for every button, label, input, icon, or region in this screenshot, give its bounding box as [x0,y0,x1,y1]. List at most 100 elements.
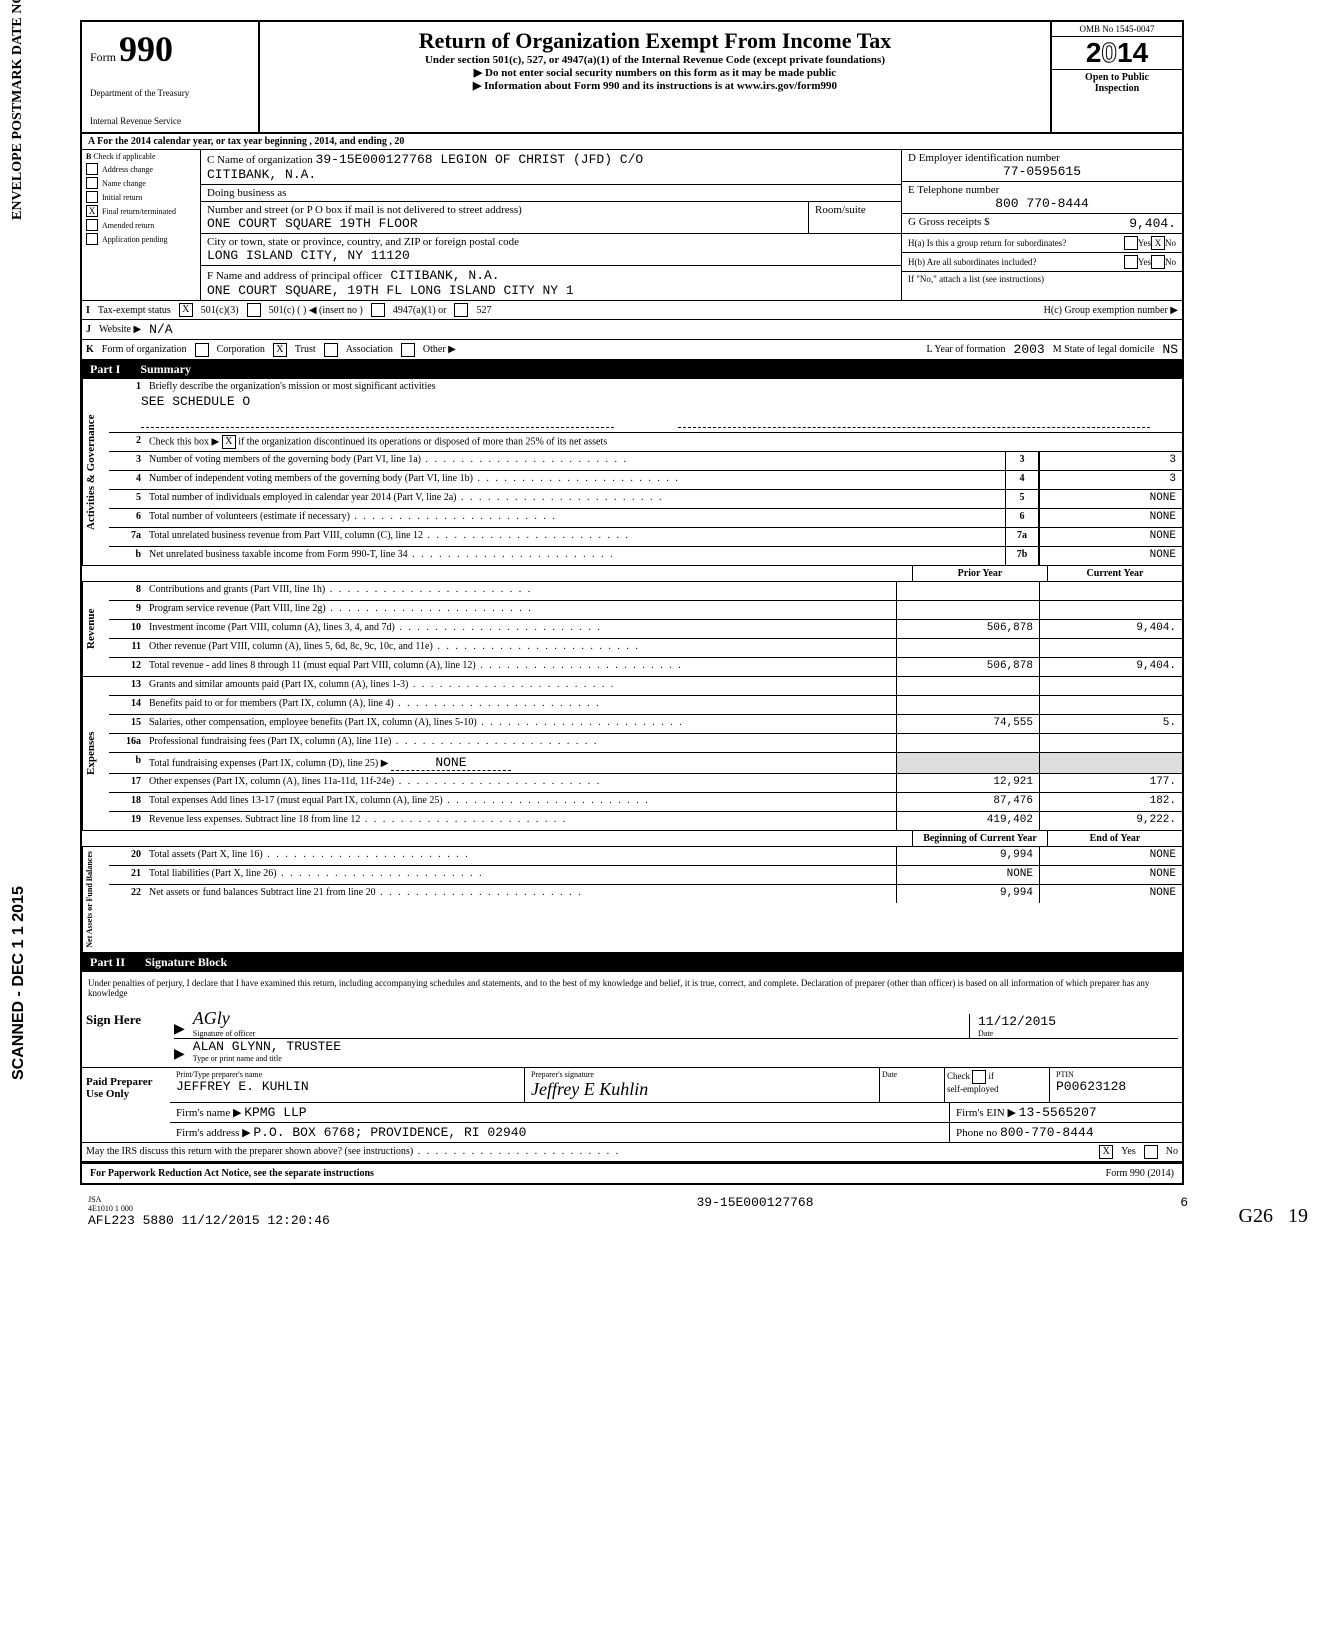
cb-initial-return[interactable] [86,191,98,203]
form-number: 990 [119,29,173,69]
net-assets-header: Beginning of Current Year End of Year [82,831,1182,847]
line-21-prior: NONE [896,866,1039,884]
omb-number: OMB No 1545-0047 [1052,22,1182,37]
line-17-prior: 12,921 [896,774,1039,792]
line-7b-value: NONE [1039,547,1182,565]
officer-name: CITIBANK, N.A. [390,268,499,283]
form-footer: For Paperwork Reduction Act Notice, see … [82,1163,1182,1183]
expenses-vlabel: Expenses [82,677,109,830]
handwritten-notes: G26 19 [1239,1205,1308,1228]
doc-id: 39-15E000127768 [697,1195,814,1228]
line-22-text: Net assets or fund balances Subtract lin… [145,885,896,903]
revenue-vlabel: Revenue [82,582,109,676]
cb-trust[interactable]: X [273,343,287,357]
year-formation: 2003 [1014,342,1045,357]
line-4-value: 3 [1039,471,1182,489]
cb-discuss-yes[interactable]: X [1099,1145,1113,1159]
preparer-name: JEFFREY E. KUHLIN [176,1079,518,1094]
line-8-text: Contributions and grants (Part VIII, lin… [145,582,896,600]
note-info: ▶ Information about Form 990 and its ins… [266,79,1044,92]
line-21-current: NONE [1039,866,1182,884]
line-k: K Form of organization Corporation XTrus… [82,340,1182,360]
net-assets-vlabel: Net Assets or Fund Balances [82,847,109,952]
ha-no-box[interactable]: X [1151,236,1165,250]
cb-other[interactable] [401,343,415,357]
firm-address: P.O. BOX 6768; PROVIDENCE, RI 02940 [253,1125,526,1140]
net-assets-section: Net Assets or Fund Balances 20Total asse… [82,847,1182,953]
cb-address-change[interactable] [86,163,98,175]
phone-label: E Telephone number [908,184,1176,196]
org-name-2: CITIBANK, N.A. [207,167,316,182]
state-domicile: NS [1162,342,1178,357]
line-18-prior: 87,476 [896,793,1039,811]
form-number-cell: Form 990 Department of the Treasury Inte… [82,22,260,132]
revenue-section: Revenue 8Contributions and grants (Part … [82,582,1182,677]
preparer-signature: Jeffrey E Kuhlin [531,1079,873,1100]
line-1-value: SEE SCHEDULE O [109,394,1182,409]
line-15-text: Salaries, other compensation, employee b… [145,715,896,733]
line-21-text: Total liabilities (Part X, line 26) [145,866,896,884]
governance-section: Activities & Governance 1 Briefly descri… [82,379,1182,566]
subtitle: Under section 501(c), 527, or 4947(a)(1)… [266,54,1044,66]
scanned-date-stamp: SCANNED - DEC 1 1 2015 [10,886,28,1080]
ha-yes-box[interactable] [1124,236,1138,250]
line-11-text: Other revenue (Part VIII, column (A), li… [145,639,896,657]
firm-ein: 13-5565207 [1019,1105,1097,1120]
line-5-value: NONE [1039,490,1182,508]
officer-signature: AGly [193,1008,969,1029]
part-ii-header: Part II Signature Block [82,953,1182,972]
cb-self-employed[interactable] [972,1070,986,1084]
line-16b: Total fundraising expenses (Part IX, col… [145,753,896,773]
line-16a-text: Professional fundraising fees (Part IX, … [145,734,896,752]
cb-501c[interactable] [247,303,261,317]
street-address: ONE COURT SQUARE 19TH FLOOR [207,216,802,231]
dba-label: Doing business as [201,185,901,202]
line-12-prior: 506,878 [896,658,1039,676]
org-info-section: B Check if applicable Address change Nam… [82,150,1182,301]
timestamp: AFL223 5880 11/12/2015 12:20:46 [88,1213,330,1228]
line-9-text: Program service revenue (Part VIII, line… [145,601,896,619]
line-18-text: Total expenses Add lines 13-17 (must equ… [145,793,896,811]
ein-label: D Employer identification number [908,152,1176,164]
ein-value: 77-0595615 [908,164,1176,179]
officer-name-title: ALAN GLYNN, Trustee [193,1039,1178,1054]
discuss-row: May the IRS discuss this return with the… [82,1143,1182,1163]
line-18-current: 182. [1039,793,1182,811]
line-19-text: Revenue less expenses. Subtract line 18 … [145,812,896,830]
sign-here-row: Sign Here ▶ AGly Signature of officer 11… [82,1004,1182,1068]
cb-association[interactable] [324,343,338,357]
cb-corporation[interactable] [195,343,209,357]
line-7a-text: Total unrelated business revenue from Pa… [145,528,1005,546]
cb-527[interactable] [454,303,468,317]
line-15-prior: 74,555 [896,715,1039,733]
cb-discuss-no[interactable] [1144,1145,1158,1159]
line-1-text: Briefly describe the organization's miss… [145,379,1182,394]
city-state-zip: LONG ISLAND CITY, NY 11120 [207,248,895,263]
line-10-prior: 506,878 [896,620,1039,638]
page-footer-meta: JSA 4E1010 1 000 AFL223 5880 11/12/2015 … [80,1185,1196,1238]
officer-label: F Name and address of principal officer [207,270,382,282]
addr-label: Number and street (or P O box if mail is… [207,204,802,216]
section-d-e-g-h: D Employer identification number 77-0595… [901,150,1182,300]
hb-note: If "No," attach a list (see instructions… [902,272,1182,286]
line-20-text: Total assets (Part X, line 16) [145,847,896,865]
cb-501c3[interactable]: X [179,303,193,317]
org-name: 39-15E000127768 LEGION OF CHRIST (JFD) C… [316,152,644,167]
line-10-current: 9,404. [1039,620,1182,638]
cb-final-return[interactable]: X [86,205,98,217]
line-j: J Website ▶ N/A [82,320,1182,340]
hb-yes-box[interactable] [1124,255,1138,269]
ha-label: H(a) Is this a group return for subordin… [908,238,1124,248]
cb-discontinued[interactable]: X [222,435,236,449]
cb-name-change[interactable] [86,177,98,189]
hb-no-box[interactable] [1151,255,1165,269]
cb-amended[interactable] [86,219,98,231]
governance-vlabel: Activities & Governance [82,379,109,565]
form-990: Form 990 Department of the Treasury Inte… [80,20,1184,1185]
cb-4947[interactable] [371,303,385,317]
expenses-section: Expenses 13Grants and similar amounts pa… [82,677,1182,831]
cb-application-pending[interactable] [86,233,98,245]
gross-receipts-value: 9,404. [1129,216,1176,231]
line-15-current: 5. [1039,715,1182,733]
page-number: 6 [1180,1195,1188,1228]
